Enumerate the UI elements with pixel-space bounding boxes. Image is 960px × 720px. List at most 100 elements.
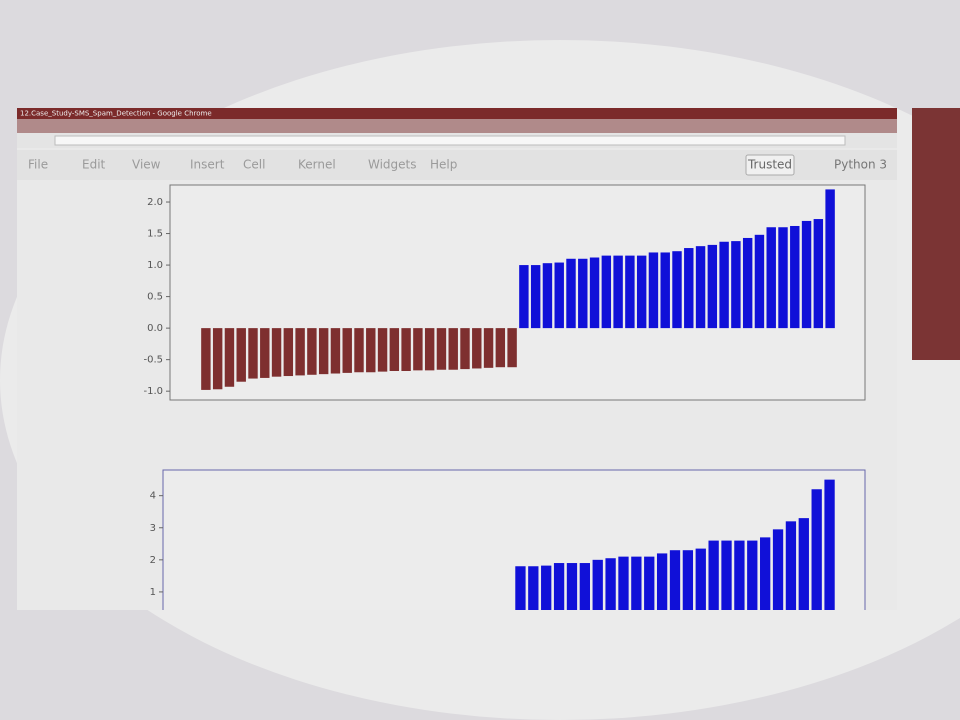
bar (436, 328, 447, 370)
bar (682, 550, 694, 610)
menu-item[interactable]: Cell (243, 158, 265, 172)
bar (754, 234, 765, 329)
bar (307, 328, 317, 375)
window-title: 12.Case_Study-SMS_Spam_Detection - Googl… (20, 110, 212, 118)
bar (708, 540, 719, 610)
bar (644, 556, 655, 610)
bar (648, 252, 659, 329)
bar (672, 251, 682, 329)
side-panel (912, 108, 960, 360)
bar (448, 328, 458, 370)
tab-strip (17, 119, 897, 133)
bar (541, 565, 552, 610)
bar (472, 328, 482, 369)
menu-item[interactable]: File (28, 158, 48, 172)
bar (636, 255, 647, 329)
bar (695, 548, 706, 610)
bar (342, 328, 352, 373)
y-tick-label: 3 (150, 523, 156, 534)
menu-item[interactable]: Insert (190, 158, 225, 172)
bar (625, 255, 635, 329)
bar (318, 328, 329, 375)
bar (721, 540, 732, 610)
bar (824, 479, 835, 610)
bar (377, 328, 388, 372)
url-field[interactable] (54, 135, 846, 146)
bar (798, 518, 809, 610)
bar (260, 328, 270, 378)
y-tick-label: 4 (150, 491, 156, 502)
y-tick-label: 1.0 (147, 260, 163, 271)
menu-item[interactable]: Widgets (368, 158, 417, 172)
bar (719, 241, 729, 329)
bar (566, 258, 576, 329)
bar (669, 550, 681, 610)
bar (660, 252, 670, 329)
bar (695, 246, 706, 329)
bar (330, 328, 341, 374)
bar (354, 328, 364, 373)
bar (401, 328, 411, 371)
bar (734, 540, 745, 610)
bar (731, 241, 741, 329)
bar (785, 521, 797, 610)
bar (424, 328, 435, 371)
bar (366, 328, 376, 373)
bar (825, 189, 835, 329)
bar (801, 220, 812, 329)
bar (579, 563, 590, 610)
y-tick-label: 1.5 (147, 229, 163, 240)
bar (495, 328, 506, 368)
bar (224, 328, 235, 387)
menu-item[interactable]: View (132, 158, 161, 172)
bar (553, 563, 565, 610)
menu-item[interactable]: Help (430, 158, 457, 172)
bar (760, 537, 771, 610)
kernel-name: Python 3 (834, 158, 887, 172)
bar (778, 227, 788, 329)
bar (566, 563, 578, 610)
bar (684, 248, 694, 329)
bar (271, 328, 282, 377)
bar (813, 219, 824, 329)
bar (507, 328, 517, 368)
bar (236, 328, 246, 382)
trusted-badge[interactable] (745, 154, 795, 176)
bar (389, 328, 400, 371)
menu-item[interactable]: Kernel (298, 158, 336, 172)
y-tick-label: -1.0 (143, 386, 163, 397)
bar (811, 489, 822, 610)
bar (618, 556, 629, 610)
bar (605, 558, 616, 610)
bar (554, 262, 564, 329)
y-tick-label: 1 (150, 587, 156, 598)
bar (413, 328, 423, 371)
bar (483, 328, 494, 368)
bar (613, 255, 623, 329)
bar (212, 328, 223, 390)
bar (295, 328, 305, 376)
y-tick-label: -0.5 (143, 355, 163, 366)
menu-item[interactable]: Edit (82, 158, 106, 172)
bar (542, 263, 553, 329)
bar (515, 566, 526, 610)
title-bar (17, 108, 897, 119)
bar (656, 553, 668, 610)
bar (742, 237, 753, 329)
bar (631, 556, 642, 610)
bar (766, 227, 776, 329)
bar (772, 529, 784, 610)
bar (283, 328, 294, 377)
trusted-label: Trusted (747, 158, 792, 172)
bar (707, 244, 718, 329)
y-tick-label: 2 (150, 555, 156, 566)
bar (460, 328, 470, 370)
bar (248, 328, 258, 379)
y-tick-label: 0.5 (147, 292, 163, 303)
bar (530, 265, 541, 329)
bar (747, 540, 758, 610)
bar (201, 328, 211, 390)
bar (528, 566, 539, 610)
